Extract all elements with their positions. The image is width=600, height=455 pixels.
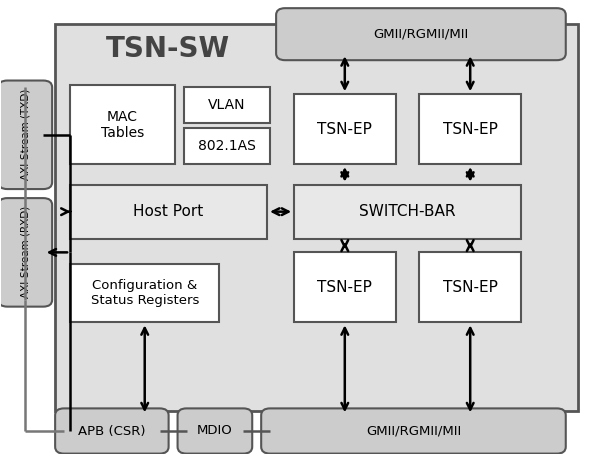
Text: 802.1AS: 802.1AS (198, 139, 256, 153)
FancyBboxPatch shape (276, 8, 566, 60)
FancyBboxPatch shape (294, 185, 521, 239)
FancyBboxPatch shape (178, 409, 252, 454)
FancyBboxPatch shape (419, 94, 521, 164)
FancyBboxPatch shape (0, 81, 52, 189)
Text: AXI-Stream (TXD): AXI-Stream (TXD) (20, 89, 30, 181)
FancyBboxPatch shape (70, 85, 175, 164)
Text: MAC
Tables: MAC Tables (101, 110, 144, 140)
FancyBboxPatch shape (70, 264, 220, 323)
Text: GMII/RGMII/MII: GMII/RGMII/MII (366, 425, 461, 438)
FancyBboxPatch shape (294, 94, 395, 164)
Text: Host Port: Host Port (133, 204, 204, 219)
Text: MDIO: MDIO (197, 425, 233, 438)
Text: AXI-Stream (RXD): AXI-Stream (RXD) (20, 206, 30, 298)
FancyBboxPatch shape (184, 128, 270, 164)
FancyBboxPatch shape (419, 253, 521, 323)
FancyBboxPatch shape (55, 24, 578, 411)
Text: TSN-EP: TSN-EP (317, 121, 372, 136)
Text: Configuration &
Status Registers: Configuration & Status Registers (91, 279, 199, 307)
Text: TSN-EP: TSN-EP (443, 280, 497, 295)
FancyBboxPatch shape (261, 409, 566, 454)
Text: TSN-EP: TSN-EP (443, 121, 497, 136)
FancyBboxPatch shape (184, 87, 270, 123)
Text: VLAN: VLAN (208, 98, 245, 112)
Text: SWITCH-BAR: SWITCH-BAR (359, 204, 456, 219)
Text: APB (CSR): APB (CSR) (78, 425, 146, 438)
FancyBboxPatch shape (70, 185, 267, 239)
FancyBboxPatch shape (294, 253, 395, 323)
Text: TSN-EP: TSN-EP (317, 280, 372, 295)
FancyBboxPatch shape (55, 409, 169, 454)
Text: TSN-SW: TSN-SW (106, 35, 230, 63)
Text: GMII/RGMII/MII: GMII/RGMII/MII (373, 28, 469, 40)
FancyBboxPatch shape (0, 198, 52, 307)
